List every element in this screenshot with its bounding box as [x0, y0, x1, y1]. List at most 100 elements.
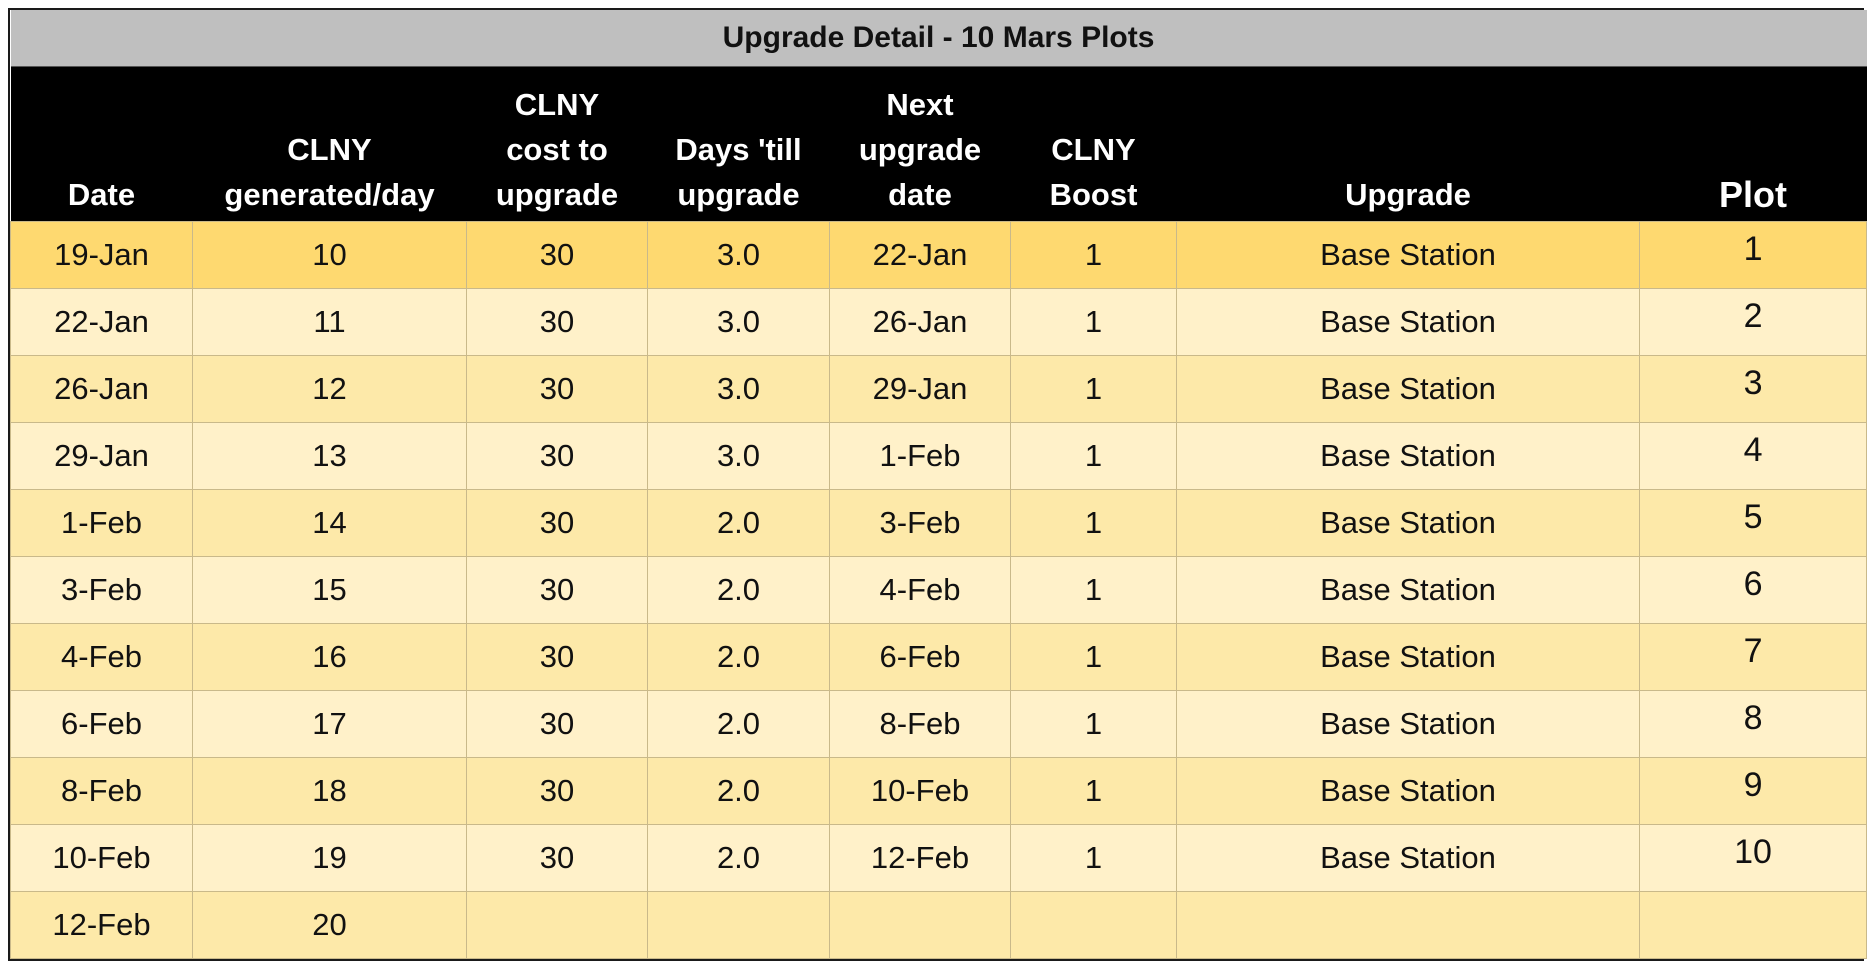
column-header-plot: Plot: [1639, 66, 1867, 222]
table-row: 1-Feb 14 30 2.0 3-Feb 1 Base Station 5: [10, 489, 1868, 557]
cell-clny-generated-per-day: 17: [192, 690, 467, 758]
cell-date: 6-Feb: [10, 690, 193, 758]
cell-upgrade: Base Station: [1176, 824, 1640, 892]
cell-upgrade: [1176, 891, 1640, 959]
cell-days-till-upgrade: 3.0: [647, 422, 830, 490]
table-row: 12-Feb 20: [10, 891, 1868, 959]
cell-plot: 2: [1638, 288, 1868, 356]
cell-clny-cost-to-upgrade: 30: [466, 355, 648, 423]
column-header-line: generated/day: [224, 177, 435, 212]
cell-clny-boost: 1: [1010, 288, 1177, 356]
cell-clny-cost-to-upgrade: 30: [466, 690, 648, 758]
cell-clny-generated-per-day: 19: [192, 824, 467, 892]
cell-clny-boost: 1: [1010, 489, 1177, 557]
cell-next-upgrade-date: 1-Feb: [829, 422, 1011, 490]
cell-next-upgrade-date: 6-Feb: [829, 623, 1011, 691]
cell-days-till-upgrade: 2.0: [647, 757, 830, 825]
cell-date: 22-Jan: [10, 288, 193, 356]
column-header-line: Plot: [1719, 174, 1788, 215]
column-header-clny-boost: CLNY Boost: [1010, 66, 1177, 222]
cell-upgrade: Base Station: [1176, 489, 1640, 557]
cell-clny-cost-to-upgrade: 30: [466, 221, 648, 289]
cell-clny-generated-per-day: 20: [192, 891, 467, 959]
table-body: 19-Jan 10 30 3.0 22-Jan 1 Base Station 1 22-Jan 1…: [10, 221, 1868, 959]
column-header-line: Upgrade: [1345, 177, 1471, 212]
cell-clny-boost: 1: [1010, 757, 1177, 825]
cell-clny-cost-to-upgrade: 30: [466, 288, 648, 356]
cell-date: 8-Feb: [10, 757, 193, 825]
cell-days-till-upgrade: [647, 891, 830, 959]
cell-clny-cost-to-upgrade: 30: [466, 422, 648, 490]
cell-next-upgrade-date: 12-Feb: [829, 824, 1011, 892]
cell-plot: 10: [1638, 824, 1868, 892]
cell-clny-boost: 1: [1010, 221, 1177, 289]
column-header-line: Boost: [1049, 177, 1138, 212]
cell-days-till-upgrade: 3.0: [647, 221, 830, 289]
cell-days-till-upgrade: 2.0: [647, 623, 830, 691]
column-header-clny-generated-per-day: CLNY generated/day: [192, 66, 467, 222]
cell-date: 1-Feb: [10, 489, 193, 557]
cell-next-upgrade-date: 22-Jan: [829, 221, 1011, 289]
column-header-line: Days 'till: [675, 132, 802, 167]
cell-upgrade: Base Station: [1176, 690, 1640, 758]
cell-next-upgrade-date: 10-Feb: [829, 757, 1011, 825]
title-row: Upgrade Detail - 10 Mars Plots: [10, 10, 1867, 67]
cell-clny-cost-to-upgrade: 30: [466, 757, 648, 825]
cell-upgrade: Base Station: [1176, 221, 1640, 289]
cell-date: 12-Feb: [10, 891, 193, 959]
table-title: Upgrade Detail - 10 Mars Plots: [10, 10, 1867, 67]
cell-upgrade: Base Station: [1176, 355, 1640, 423]
cell-clny-generated-per-day: 10: [192, 221, 467, 289]
cell-upgrade: Base Station: [1176, 623, 1640, 691]
column-header-clny-cost-to-upgrade: CLNY cost to upgrade: [466, 66, 648, 222]
cell-days-till-upgrade: 2.0: [647, 824, 830, 892]
cell-date: 4-Feb: [10, 623, 193, 691]
cell-days-till-upgrade: 3.0: [647, 355, 830, 423]
upgrade-detail-sheet: Upgrade Detail - 10 Mars Plots Date CLNY g…: [8, 8, 1868, 961]
cell-days-till-upgrade: 3.0: [647, 288, 830, 356]
cell-next-upgrade-date: [829, 891, 1011, 959]
cell-clny-generated-per-day: 12: [192, 355, 467, 423]
cell-days-till-upgrade: 2.0: [647, 556, 830, 624]
column-header-line: upgrade: [495, 177, 619, 212]
cell-date: 26-Jan: [10, 355, 193, 423]
cell-upgrade: Base Station: [1176, 288, 1640, 356]
column-header-upgrade: Upgrade: [1176, 66, 1640, 222]
cell-date: 3-Feb: [10, 556, 193, 624]
cell-days-till-upgrade: 2.0: [647, 690, 830, 758]
table-row: 22-Jan 11 30 3.0 26-Jan 1 Base Station 2: [10, 288, 1868, 356]
cell-date: 29-Jan: [10, 422, 193, 490]
cell-days-till-upgrade: 2.0: [647, 489, 830, 557]
column-header-line: date: [888, 177, 952, 212]
cell-next-upgrade-date: 8-Feb: [829, 690, 1011, 758]
column-header-line: Next: [886, 87, 954, 122]
column-header-days-till-upgrade: Days 'till upgrade: [647, 66, 830, 222]
cell-clny-boost: 1: [1010, 824, 1177, 892]
column-header-line: cost to: [506, 132, 608, 167]
cell-clny-cost-to-upgrade: [466, 891, 648, 959]
cell-clny-cost-to-upgrade: 30: [466, 556, 648, 624]
cell-clny-generated-per-day: 14: [192, 489, 467, 557]
column-header-line: Date: [67, 177, 136, 212]
cell-upgrade: Base Station: [1176, 757, 1640, 825]
table-row: 3-Feb 15 30 2.0 4-Feb 1 Base Station 6: [10, 556, 1868, 624]
cell-plot: 1: [1638, 221, 1868, 289]
cell-clny-boost: [1010, 891, 1177, 959]
table-row: 29-Jan 13 30 3.0 1-Feb 1 Base Station 4: [10, 422, 1868, 490]
cell-clny-generated-per-day: 16: [192, 623, 467, 691]
upgrade-detail-table: Upgrade Detail - 10 Mars Plots Date CLNY g…: [10, 10, 1868, 959]
column-header-line: CLNY: [514, 87, 600, 122]
table-row: 10-Feb 19 30 2.0 12-Feb 1 Base Station 10: [10, 824, 1868, 892]
cell-next-upgrade-date: 3-Feb: [829, 489, 1011, 557]
column-header-line: upgrade: [677, 177, 800, 212]
cell-date: 10-Feb: [10, 824, 193, 892]
cell-clny-generated-per-day: 13: [192, 422, 467, 490]
cell-plot: 6: [1638, 556, 1868, 624]
cell-clny-boost: 1: [1010, 623, 1177, 691]
cell-clny-cost-to-upgrade: 30: [466, 489, 648, 557]
cell-clny-boost: 1: [1010, 422, 1177, 490]
cell-plot: [1638, 891, 1868, 959]
column-header-line: CLNY: [287, 132, 372, 167]
table-row: 6-Feb 17 30 2.0 8-Feb 1 Base Station 8: [10, 690, 1868, 758]
cell-clny-cost-to-upgrade: 30: [466, 623, 648, 691]
